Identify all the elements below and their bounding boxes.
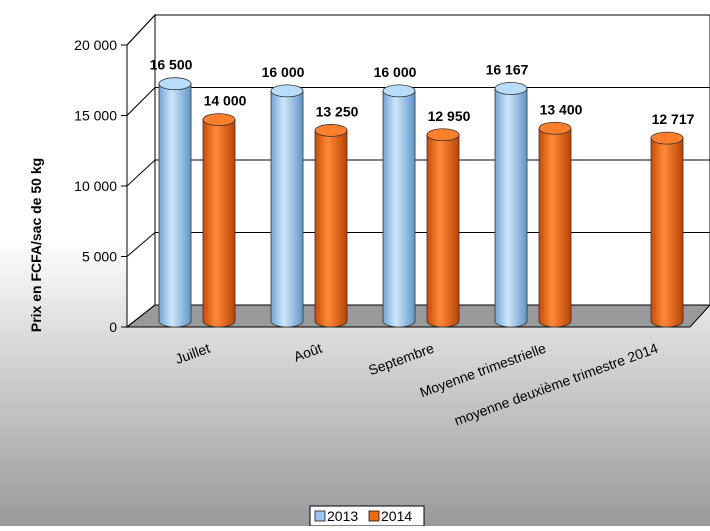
bar-2014-2 [426, 128, 460, 328]
data-label-2013-1: 16 000 [262, 64, 305, 80]
data-label-2014-3: 13 400 [540, 101, 583, 117]
bar-2014-4 [650, 131, 684, 328]
data-label-2013-2: 16 000 [374, 64, 417, 80]
data-label-2014-2: 12 950 [428, 108, 471, 124]
y-tick-label: 20 000 [74, 37, 117, 53]
bar-2014-0 [202, 113, 236, 328]
y-tick-label: 5 000 [82, 249, 117, 265]
category-label-2: Septembre [366, 340, 436, 379]
bar-2013-3 [494, 82, 528, 328]
legend: 2013 2014 [309, 505, 425, 527]
category-label-0: Juillet [173, 340, 212, 367]
category-label-1: Août [291, 340, 324, 365]
data-label-2013-0: 16 500 [150, 57, 193, 73]
bar-2014-3 [538, 121, 572, 328]
y-tick-label: 15 000 [74, 108, 117, 124]
legend-label-2014: 2014 [381, 508, 412, 524]
y-tick-label: 0 [109, 319, 117, 335]
legend-swatch-2014 [368, 510, 380, 522]
bar-2013-0 [158, 77, 192, 328]
data-label-2014-0: 14 000 [204, 93, 247, 109]
category-label-4: moyenne deuxième trimestre 2014 [452, 340, 660, 429]
y-tick-label: 10 000 [74, 178, 117, 194]
data-label-2013-3: 16 167 [486, 61, 529, 77]
bar-2014-1 [314, 124, 348, 328]
data-label-2014-1: 13 250 [316, 103, 359, 119]
gridline [126, 14, 710, 46]
bar-2013-2 [382, 84, 416, 328]
data-label-2014-4: 12 717 [652, 111, 695, 127]
legend-swatch-2013 [314, 510, 326, 522]
bar-2013-1 [270, 84, 304, 328]
y-axis-label: Prix en FCFA/sac de 50 kg [28, 158, 44, 332]
legend-label-2013: 2013 [327, 508, 358, 524]
